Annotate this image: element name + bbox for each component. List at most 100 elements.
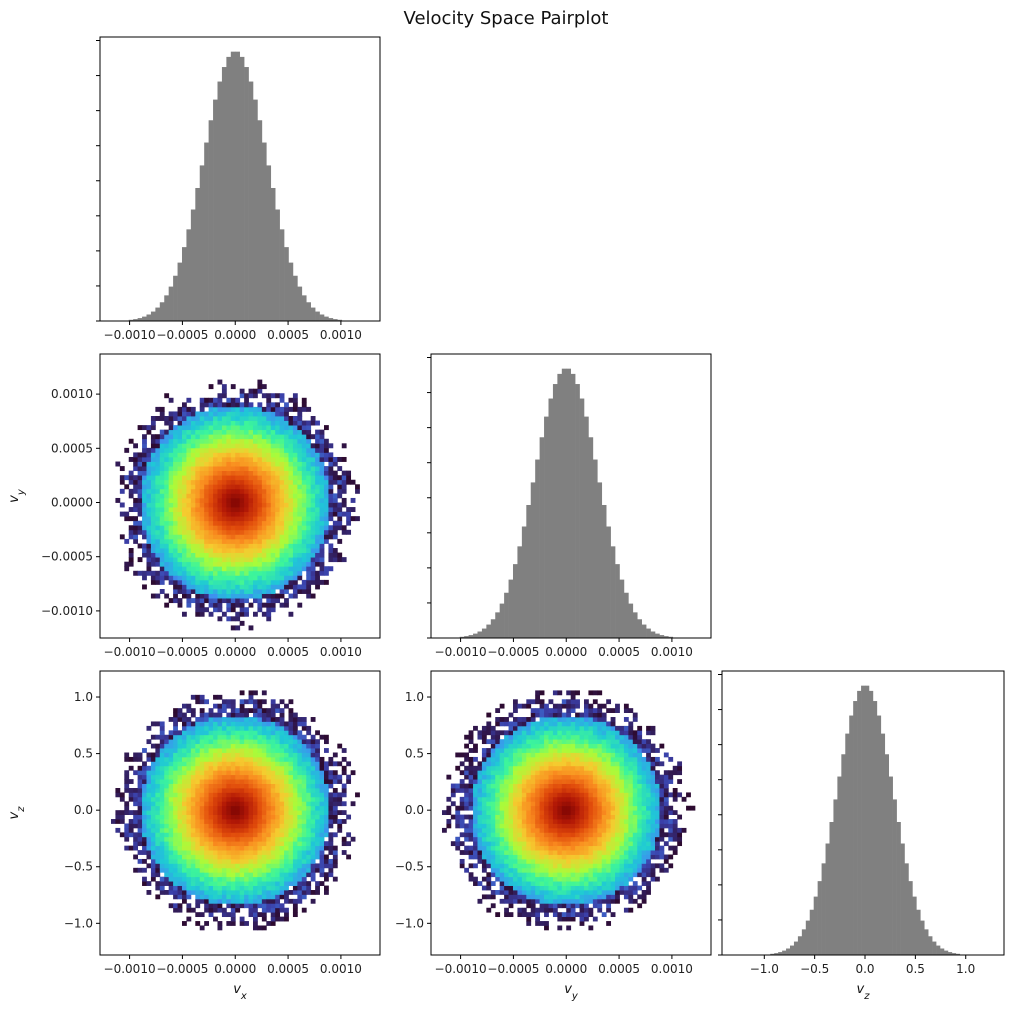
heatmap-cell (275, 890, 281, 895)
heatmap-cell (244, 575, 249, 581)
heatmap-cell (292, 783, 298, 789)
heatmap-cell (173, 783, 178, 789)
heatmap-cell (292, 552, 298, 558)
heatmap-cell (284, 774, 289, 780)
heatmap-cell (190, 511, 196, 517)
heatmap-cell (284, 894, 289, 900)
heatmap-cell (164, 552, 170, 558)
heatmap-cell (159, 497, 165, 503)
heatmap-cell (137, 779, 143, 784)
heatmap-cell (252, 925, 258, 931)
heatmap-cell (133, 507, 139, 513)
heatmap-cell (257, 819, 263, 824)
heatmap-cell (288, 479, 294, 485)
heatmap-cell (288, 832, 294, 838)
heatmap-cell (195, 903, 201, 909)
heatmap-cell (199, 872, 205, 878)
heatmap-cell (230, 734, 236, 740)
heatmap-cell (266, 584, 272, 590)
heatmap-cell (244, 761, 249, 767)
heatmap-cell (337, 792, 343, 798)
heatmap-cell (535, 783, 541, 789)
heatmap-cell (301, 529, 307, 535)
heatmap-cell (199, 774, 205, 780)
heatmap-cell (204, 903, 210, 909)
heatmap-cell (292, 579, 298, 585)
heatmap-cell (199, 434, 205, 440)
heatmap-cell (128, 493, 134, 499)
heatmap-cell (186, 805, 192, 811)
heatmap-cell (252, 898, 258, 904)
heatmap-cell (539, 748, 545, 753)
heatmap-cell (261, 841, 267, 847)
heatmap-cell (173, 814, 178, 820)
heatmap-cell (512, 783, 518, 789)
heatmap-cell (124, 783, 130, 789)
heatmap-cell (235, 616, 241, 622)
heatmap-cell (517, 703, 523, 709)
heatmap-cell (239, 814, 245, 820)
heatmap-cell (217, 721, 223, 727)
heatmap-cell (526, 743, 532, 749)
heatmap-cell (244, 561, 249, 567)
heatmap-cell (552, 872, 558, 878)
heatmap-cell (173, 876, 178, 882)
heatmap-cell (270, 921, 276, 926)
heatmap-cell (266, 743, 272, 749)
heatmap-cell (235, 872, 241, 878)
heatmap-cell (257, 543, 263, 549)
heatmap-cell (508, 756, 514, 762)
heatmap-cell (512, 752, 518, 758)
heatmap-cell (306, 779, 312, 784)
heatmap-cell (270, 452, 276, 458)
heatmap-cell (504, 898, 509, 904)
heatmap-cell (490, 725, 496, 731)
heatmap-cell (315, 739, 320, 745)
heatmap-cell (495, 841, 501, 847)
heatmap-cell (208, 502, 214, 508)
heatmap-cell (292, 712, 298, 718)
heatmap-cell (319, 756, 325, 762)
heatmap-cell (195, 475, 201, 481)
heatmap-cell (279, 801, 285, 807)
heatmap-cell (337, 823, 343, 829)
heatmap-cell (124, 779, 130, 784)
heatmap-cell (544, 898, 549, 904)
heatmap-cell (332, 461, 338, 467)
heatmap-cell (208, 779, 214, 784)
heatmap-cell (199, 406, 205, 412)
heatmap-cell (213, 916, 218, 922)
heatmap-cell (164, 525, 170, 531)
heatmap-cell (186, 717, 192, 722)
heatmap-cell (328, 484, 334, 490)
heatmap-cell (230, 570, 236, 576)
heatmap-cell (508, 876, 514, 882)
heatmap-cell (446, 819, 452, 824)
heatmap-cell (248, 734, 254, 740)
heatmap-cell (142, 792, 147, 798)
heatmap-cell (142, 575, 147, 581)
heatmap-cell (186, 561, 192, 567)
heatmap-cell (499, 748, 505, 753)
heatmap-cell (292, 721, 298, 727)
heatmap-cell (168, 761, 174, 767)
heatmap-cell (486, 836, 492, 842)
heatmap-cell (186, 725, 192, 731)
heatmap-cell (235, 796, 241, 802)
heatmap-cell (208, 774, 214, 780)
heatmap-cell (217, 420, 223, 426)
heatmap-cell (306, 890, 312, 895)
heatmap-cell (230, 466, 236, 472)
heatmap-cell (204, 779, 210, 784)
heatmap-cell (301, 881, 307, 886)
heatmap-cell (284, 783, 289, 789)
heatmap-cell (252, 712, 258, 718)
heatmap-cell (164, 497, 170, 503)
heatmap-cell (350, 507, 356, 513)
heatmap-cell (544, 739, 549, 745)
heatmap-cell (306, 579, 312, 585)
heatmap-cell (284, 493, 289, 499)
heatmap-cell (297, 814, 303, 820)
heatmap-cell (230, 792, 236, 798)
y-tick-label: 0.0005 (51, 441, 93, 455)
